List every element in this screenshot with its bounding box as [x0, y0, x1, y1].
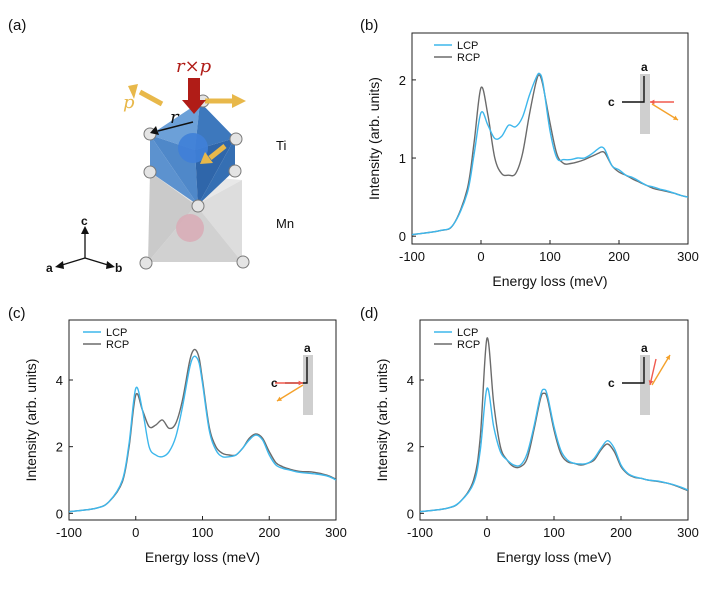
axis-label-c: c: [81, 214, 88, 228]
panel-a: (a): [8, 17, 294, 275]
inset-label-c: c: [608, 376, 615, 390]
polarization-inset: ac: [608, 60, 679, 134]
label-ti: Ti: [276, 138, 286, 153]
inset-label-a: a: [304, 341, 311, 355]
inset-scattered-arrow-head: [277, 396, 282, 401]
x-tick-label: 100: [543, 525, 565, 540]
x-tick-label: 0: [483, 525, 490, 540]
inset-incident-arrow-head: [650, 99, 655, 105]
inset-incident-arrow-head: [648, 380, 654, 385]
panel-label-a: (a): [8, 17, 26, 34]
label-r: r: [170, 107, 180, 128]
y-tick-label: 2: [56, 440, 63, 455]
series-line-lcp: [412, 72, 688, 236]
mn-atom: [176, 214, 204, 242]
inset-axes: [622, 357, 645, 384]
legend-label-lcp: LCP: [106, 327, 127, 339]
y-tick-label: 0: [407, 506, 414, 521]
x-tick-label: 0: [132, 525, 139, 540]
x-tick-label: 200: [610, 525, 632, 540]
axis-label-b: b: [115, 261, 122, 275]
inset-scattered-arrow-head: [673, 115, 678, 120]
x-axis-title: Energy loss (meV): [145, 549, 260, 565]
inset-incident-arrow-line: [649, 358, 657, 386]
x-tick-label: 300: [325, 525, 347, 540]
inset-label-a: a: [641, 341, 648, 355]
y-tick-label: 2: [399, 73, 406, 88]
inset-scattered-arrow-head: [665, 355, 670, 360]
panel-b: (b) -100 0 100 200 300 0 1 2 Energy loss (meV) Int…: [360, 17, 699, 289]
x-tick-label: 200: [258, 525, 280, 540]
series-line-rcp: [69, 348, 336, 513]
y-axis-title: Intensity (arb. units): [23, 359, 39, 482]
panel-label-c: (c): [8, 305, 26, 322]
y-tick-label: 0: [399, 229, 406, 244]
label-mn: Mn: [276, 216, 294, 231]
x-tick-label: -100: [407, 525, 433, 540]
series-line-lcp: [69, 355, 336, 513]
x-tick-label: -100: [399, 249, 425, 264]
x-tick-label: 0: [477, 249, 484, 264]
x-tick-label: 300: [677, 249, 699, 264]
legend-label-lcp: LCP: [457, 40, 478, 52]
inset-scattered-arrow-line: [276, 384, 304, 402]
inset-scattered-arrow-line: [651, 103, 679, 121]
inset-incident-arrow-head: [298, 380, 303, 386]
panel-c: (c) -100 0 100 200 300 0 2 4 Energy loss (meV) Int…: [8, 305, 347, 565]
inset-scattered-arrow-line: [651, 354, 671, 386]
inset-label-c: c: [608, 95, 615, 109]
x-tick-label: -100: [56, 525, 82, 540]
momentum-arrows: [128, 84, 246, 164]
inset-label-a: a: [641, 60, 648, 74]
crystal-axes: [55, 226, 115, 269]
x-tick-label: 300: [677, 525, 699, 540]
r-vector-line: [157, 121, 194, 132]
inset-sample-bar: [640, 74, 650, 134]
x-tick-label: 100: [192, 525, 214, 540]
legend-label-rcp: RCP: [106, 339, 129, 351]
legend-label-lcp: LCP: [457, 327, 478, 339]
panel-label-b: (b): [360, 17, 378, 34]
panel-d: (d) -100 0 100 200 300 0 2 4 Energy loss (meV) Int…: [360, 305, 699, 565]
y-axis-title: Intensity (arb. units): [366, 77, 382, 200]
x-axis-title: Energy loss (meV): [496, 549, 611, 565]
y-axis-title: Intensity (arb. units): [374, 359, 390, 482]
inset-sample-bar: [303, 355, 313, 415]
y-tick-label: 1: [399, 151, 406, 166]
r-cross-p-arrow: [182, 78, 206, 114]
legend-label-rcp: RCP: [457, 52, 480, 64]
inset-sample-bar: [640, 355, 650, 415]
y-tick-label: 4: [56, 373, 63, 388]
polarization-inset: ac: [608, 341, 671, 415]
y-tick-label: 0: [56, 506, 63, 521]
x-tick-label: 100: [539, 249, 561, 264]
inset-axes: [622, 76, 645, 103]
y-tick-label: 4: [407, 373, 414, 388]
r-vector-head: [150, 126, 159, 135]
inset-label-c: c: [271, 376, 278, 390]
panel-label-d: (d): [360, 305, 378, 322]
ti-atom: [178, 133, 208, 163]
axis-label-a: a: [46, 261, 53, 275]
series-line-lcp: [420, 387, 688, 513]
y-tick-label: 2: [407, 440, 414, 455]
label-r-cross-p: r×p: [176, 56, 212, 77]
x-tick-label: 200: [608, 249, 630, 264]
x-axis-title: Energy loss (meV): [492, 273, 607, 289]
polarization-inset: ac: [271, 341, 313, 415]
label-p: p: [123, 92, 135, 113]
legend-label-rcp: RCP: [457, 339, 480, 351]
